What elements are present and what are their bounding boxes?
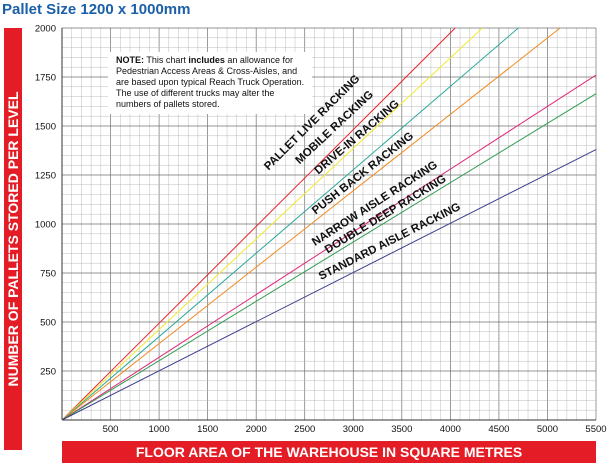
chart-note: NOTE: This chart includes an allowance f… <box>108 52 312 114</box>
series-line <box>61 149 597 421</box>
note-text-bold: includes <box>188 55 225 65</box>
y-tick-label: 1000 <box>35 220 56 231</box>
note-text-post: an allowance for Pedestrian Access Areas… <box>116 55 305 87</box>
series-line <box>61 27 561 421</box>
series-lines <box>61 27 597 421</box>
x-tick-label: 3500 <box>391 424 412 435</box>
y-tick-label: 750 <box>40 269 56 280</box>
y-tick-label: 500 <box>40 318 56 329</box>
x-tick-label: 5000 <box>537 424 558 435</box>
y-tick-label: 1750 <box>35 73 56 84</box>
x-axis-label: FLOOR AREA OF THE WAREHOUSE IN SQUARE ME… <box>135 444 523 460</box>
x-tick-label: 4500 <box>488 424 509 435</box>
x-tick-label: 5500 <box>585 424 606 435</box>
series-line <box>61 27 483 421</box>
note-label: NOTE: <box>116 55 144 65</box>
y-tick-label: 1500 <box>35 122 56 133</box>
note-text-line2: The use of different trucks may alter th… <box>116 88 275 109</box>
y-tick-label: 250 <box>40 367 56 378</box>
x-axis-label-box: FLOOR AREA OF THE WAREHOUSE IN SQUARE ME… <box>62 441 596 463</box>
series-line <box>61 27 456 421</box>
x-tick-label: 4000 <box>440 424 461 435</box>
y-axis-label-box <box>4 28 22 450</box>
x-tick-label: 2000 <box>246 424 267 435</box>
series-line <box>61 27 519 421</box>
x-tick-label: 1500 <box>197 424 218 435</box>
x-tick-label: 500 <box>103 424 119 435</box>
axes <box>61 28 596 421</box>
series-line <box>61 74 597 421</box>
chart-title: Pallet Size 1200 x 1000mm <box>2 1 191 18</box>
series-line <box>61 93 597 421</box>
tick-labels: 500 1000 1500 2000 2500 3000 3500 4000 4500 5000 5… <box>35 24 607 436</box>
x-tick-label: 1000 <box>149 424 170 435</box>
y-tick-label: 2000 <box>35 24 56 35</box>
x-tick-label: 3000 <box>343 424 364 435</box>
x-tick-label: 2500 <box>294 424 315 435</box>
y-tick-label: 1250 <box>35 171 56 182</box>
note-text-pre: This chart <box>146 55 186 65</box>
